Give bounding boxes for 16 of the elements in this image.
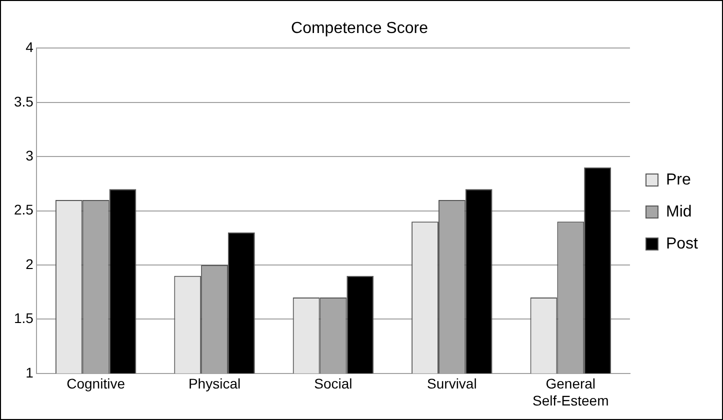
chart-title: Competence Score <box>291 20 428 38</box>
x-tick-label: Social <box>314 376 352 392</box>
y-tick-label: 1 <box>26 364 34 380</box>
legend-label: Post <box>666 235 699 252</box>
y-tick-label: 2.5 <box>14 202 34 218</box>
y-tick-label: 4 <box>26 39 34 56</box>
y-tick-label: 3 <box>26 147 34 164</box>
x-tick-label: General Self-Esteem <box>532 376 609 408</box>
legend-label: Mid <box>666 203 692 220</box>
x-tick-label: Survival <box>427 376 477 392</box>
y-tick-label: 3.5 <box>14 93 34 110</box>
y-tick-label: 2 <box>26 256 34 272</box>
x-tick-label: Cognitive <box>66 376 126 392</box>
legend-label: Pre <box>666 171 691 188</box>
x-tick-label: Physical <box>188 376 241 392</box>
y-tick-label: 1.5 <box>14 310 34 326</box>
